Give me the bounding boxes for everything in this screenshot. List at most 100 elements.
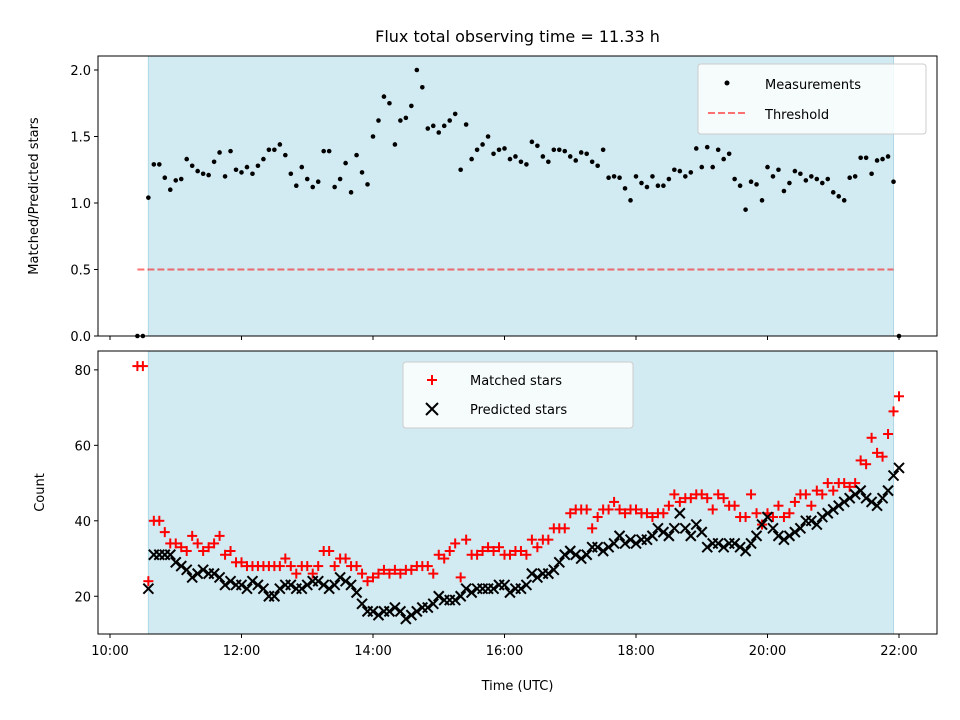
- predicted-star-point: [843, 492, 856, 504]
- predicted-star-point: [328, 579, 341, 591]
- measurement-point: [250, 171, 255, 177]
- y-tick-label: 2.0: [70, 64, 91, 79]
- measurement-point: [398, 118, 403, 123]
- matched-star-point: [378, 564, 389, 575]
- measurement-point: [425, 126, 431, 131]
- measurement-point: [436, 130, 442, 135]
- measurement-point: [567, 154, 573, 159]
- measurement-point: [283, 152, 288, 158]
- measurement-point: [765, 164, 770, 170]
- predicted-star-point: [794, 522, 807, 535]
- measurement-point: [524, 162, 529, 167]
- predicted-star-point: [181, 564, 193, 576]
- measurement-point: [841, 198, 847, 203]
- measurement-point: [299, 164, 305, 170]
- measurement-point: [217, 150, 222, 155]
- matched-star-point: [532, 542, 543, 553]
- measurement-point: [798, 171, 803, 177]
- measurement-point: [261, 156, 266, 162]
- measurement-point: [200, 171, 206, 177]
- predicted-star-point: [433, 590, 445, 602]
- flux-axes-frame: [97, 55, 938, 337]
- predicted-star-point: [268, 590, 281, 602]
- predicted-star-point: [460, 583, 472, 595]
- y-tick-label: 1.5: [70, 131, 91, 146]
- measurement-point: [611, 174, 617, 179]
- matched-star-point: [543, 534, 554, 545]
- measurement-point: [743, 207, 748, 212]
- measurement-point: [376, 118, 381, 123]
- measurement-point: [814, 176, 820, 182]
- predicted-star-point: [142, 583, 155, 595]
- matched-star-point: [789, 496, 800, 507]
- measurement-point: [315, 179, 321, 185]
- matched-star-point: [888, 406, 899, 417]
- predicted-star-point: [833, 499, 845, 512]
- matched-star-point: [784, 508, 795, 519]
- measurement-point: [880, 156, 885, 162]
- measurement-point: [228, 148, 233, 154]
- measurement-point: [573, 158, 579, 163]
- predicted-star-point: [186, 571, 198, 584]
- matched-star-point: [669, 489, 680, 500]
- predicted-star-point: [197, 564, 209, 576]
- matched-star-point: [280, 553, 291, 564]
- matched-star-point: [450, 538, 461, 549]
- measurement-point: [513, 154, 518, 159]
- measurement-point: [787, 180, 792, 186]
- matched-star-point: [143, 576, 154, 587]
- matched-star-point: [428, 568, 439, 579]
- predicted-star-point: [876, 492, 889, 504]
- measurement-point: [600, 147, 606, 153]
- matched-star-point: [877, 451, 888, 462]
- predicted-star-point: [827, 503, 839, 516]
- predicted-star-point: [674, 507, 686, 519]
- matched-star-point: [154, 515, 165, 526]
- measurement-point: [178, 176, 184, 182]
- measurement-point: [847, 175, 852, 181]
- measurement-point: [211, 159, 217, 165]
- measurement-point: [469, 156, 474, 162]
- measurement-point: [803, 178, 809, 183]
- measurement-point: [403, 115, 409, 121]
- measurement-point: [441, 123, 447, 129]
- matched-star-point: [351, 561, 362, 572]
- predicted-star-point: [871, 499, 883, 512]
- measurement-point: [551, 147, 557, 153]
- measurement-point: [151, 162, 157, 167]
- measurement-point: [633, 174, 639, 179]
- matched-star-point: [324, 545, 335, 556]
- predicted-star-point: [411, 605, 423, 618]
- measurement-point: [852, 174, 858, 179]
- predicted-star-point: [668, 522, 681, 535]
- x-tick-label: 18:00: [617, 644, 654, 659]
- predicted-star-point: [241, 583, 253, 595]
- matched-star-point: [806, 500, 817, 511]
- predicted-star-point: [570, 549, 582, 561]
- measurement-point: [239, 170, 244, 175]
- predicted-star-point: [400, 613, 412, 625]
- predicted-star-point: [317, 579, 330, 591]
- measurement-point: [622, 186, 628, 191]
- predicted-star-point: [224, 575, 237, 587]
- x-tick-label: 14:00: [354, 644, 391, 659]
- measurement-point: [420, 84, 425, 90]
- predicted-star-point: [191, 567, 204, 580]
- count-x-ticks: 10:00 12:00 14:00 16:00 18:00 20:00 22:00: [91, 634, 918, 659]
- measurement-point: [293, 183, 299, 189]
- predicted-star-point: [646, 530, 659, 542]
- measurement-point: [710, 164, 716, 170]
- x-tick-label: 20:00: [749, 644, 786, 659]
- measurement-point: [288, 171, 294, 177]
- predicted-star-point: [613, 530, 626, 542]
- measurement-point: [392, 142, 398, 147]
- legend-measurements: Measurements: [765, 78, 861, 93]
- matched-star-point: [713, 489, 724, 500]
- matched-star-point: [220, 549, 231, 560]
- measurement-point: [688, 170, 694, 175]
- predicted-stars-points: [142, 462, 905, 625]
- measurement-point: [304, 176, 310, 182]
- matched-star-point: [647, 512, 658, 523]
- predicted-star-point: [663, 530, 675, 542]
- matched-star-point: [581, 504, 592, 515]
